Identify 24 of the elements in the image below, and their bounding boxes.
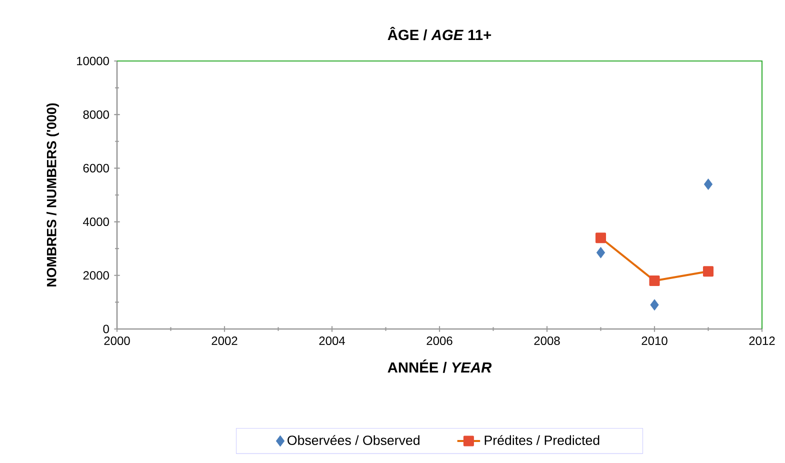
- x-tick-label: 2010: [642, 336, 668, 346]
- point: [650, 299, 659, 310]
- legend-label: Observées / Observed: [288, 435, 420, 446]
- y-tick-label: 2000: [83, 271, 109, 280]
- x-tick-label: 2004: [319, 336, 345, 346]
- y-tick-label: 6000: [83, 164, 109, 172]
- point: [702, 266, 714, 277]
- point: [649, 275, 660, 286]
- point: [596, 247, 606, 258]
- x-tick-label: 2006: [426, 336, 452, 346]
- y-tick-label: 10000: [77, 56, 109, 66]
- y-axis-title: NOMBRES / NUMBERS ('000): [46, 103, 59, 286]
- y-tick-label: 8000: [83, 110, 109, 119]
- x-tick-label: 2000: [104, 336, 130, 346]
- point: [595, 232, 606, 244]
- x-axis-title: ANNÉE / YEAR: [388, 360, 492, 373]
- point: [704, 178, 713, 190]
- x-tick-label: 2012: [749, 336, 775, 346]
- y-tick-label: 0: [103, 324, 109, 334]
- y-tick-label: 4000: [83, 218, 109, 226]
- x-tick-label: 2008: [534, 336, 560, 346]
- chart-title: ÂGE / AGE 11+: [388, 26, 492, 40]
- x-tick-label: 2002: [212, 336, 238, 346]
- legend-label: Prédites / Predicted: [484, 435, 600, 446]
